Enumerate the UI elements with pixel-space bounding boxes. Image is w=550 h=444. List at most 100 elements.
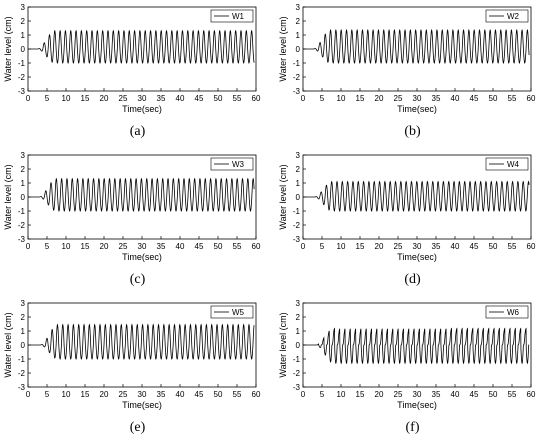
x-tick-label: 45 xyxy=(195,94,204,103)
x-tick-label: 60 xyxy=(527,242,536,251)
x-tick-label: 5 xyxy=(45,242,50,251)
series-line-W1 xyxy=(28,29,255,64)
x-tick-label: 25 xyxy=(394,242,403,251)
panel-caption: (a) xyxy=(129,124,146,139)
x-tick-label: 10 xyxy=(62,242,71,251)
y-tick-label: 2 xyxy=(21,17,26,26)
y-tick-label: 1 xyxy=(296,31,301,40)
x-tick-label: 60 xyxy=(252,94,261,103)
x-tick-label: 25 xyxy=(394,94,403,103)
y-tick-label: -1 xyxy=(293,355,301,364)
x-tick-label: 25 xyxy=(119,242,128,251)
x-tick-label: 0 xyxy=(301,94,306,103)
panel-caption: (d) xyxy=(404,272,421,287)
x-tick-label: 25 xyxy=(119,390,128,399)
panel-caption: (b) xyxy=(404,124,421,139)
x-tick-label: 55 xyxy=(508,94,517,103)
x-tick-label: 35 xyxy=(157,390,166,399)
legend-label: W5 xyxy=(232,308,245,317)
x-tick-label: 15 xyxy=(81,94,90,103)
x-axis-label: Time(sec) xyxy=(397,400,437,410)
x-tick-label: 0 xyxy=(301,242,306,251)
y-tick-label: -1 xyxy=(18,207,26,216)
x-tick-label: 60 xyxy=(527,390,536,399)
x-tick-label: 0 xyxy=(301,390,306,399)
x-tick-label: 5 xyxy=(45,94,50,103)
x-tick-label: 20 xyxy=(100,94,109,103)
y-tick-label: -2 xyxy=(293,369,301,378)
x-tick-label: 5 xyxy=(320,242,325,251)
x-tick-label: 20 xyxy=(375,390,384,399)
x-tick-label: 40 xyxy=(451,242,460,251)
x-tick-label: 15 xyxy=(356,94,365,103)
y-axis-label: Water level (cm) xyxy=(3,164,13,229)
y-tick-label: -1 xyxy=(18,355,26,364)
x-tick-label: 10 xyxy=(337,390,346,399)
y-tick-label: -2 xyxy=(18,73,26,82)
x-tick-label: 10 xyxy=(337,94,346,103)
panel-caption: (c) xyxy=(129,272,146,287)
y-tick-label: -2 xyxy=(18,221,26,230)
x-tick-label: 40 xyxy=(176,94,185,103)
x-tick-label: 45 xyxy=(470,390,479,399)
x-tick-label: 45 xyxy=(470,242,479,251)
panel-caption: (f) xyxy=(405,420,420,435)
y-tick-label: -3 xyxy=(18,235,26,244)
y-tick-label: 3 xyxy=(21,299,26,308)
x-axis-label: Time(sec) xyxy=(122,252,162,262)
series-line-W4 xyxy=(303,180,530,212)
chart-panel-6: 0 5 10 15 20 25 30 35 40 45 50 55 60 -3 -2 -1 0 1 2 3 Time(s… xyxy=(275,296,550,444)
x-axis-label: Time(sec) xyxy=(122,104,162,114)
x-tick-label: 20 xyxy=(375,94,384,103)
x-tick-label: 30 xyxy=(138,94,147,103)
y-tick-label: 3 xyxy=(296,299,301,308)
y-axis-label: Water level (cm) xyxy=(3,16,13,81)
x-tick-label: 60 xyxy=(252,390,261,399)
legend-label: W1 xyxy=(232,12,245,21)
chart-panel-3: 0 5 10 15 20 25 30 35 40 45 50 55 60 -3 -2 -1 0 1 2 3 Time(s… xyxy=(0,148,275,296)
x-tick-label: 55 xyxy=(233,390,242,399)
x-tick-label: 30 xyxy=(138,242,147,251)
x-tick-label: 35 xyxy=(157,242,166,251)
y-tick-label: 1 xyxy=(21,31,26,40)
y-tick-label: -2 xyxy=(293,73,301,82)
x-tick-label: 35 xyxy=(432,390,441,399)
y-tick-label: -1 xyxy=(18,59,26,68)
x-tick-label: 5 xyxy=(320,94,325,103)
x-axis-label: Time(sec) xyxy=(122,400,162,410)
y-tick-label: 2 xyxy=(296,17,301,26)
x-tick-label: 30 xyxy=(413,242,422,251)
x-tick-label: 25 xyxy=(394,390,403,399)
x-tick-label: 45 xyxy=(195,390,204,399)
y-tick-label: -3 xyxy=(18,383,26,392)
y-tick-label: -2 xyxy=(18,369,26,378)
chart-svg: 0 5 10 15 20 25 30 35 40 45 50 55 60 -3 -2 -1 0 1 2 3 Time(s… xyxy=(3,299,261,410)
legend-box xyxy=(210,305,254,319)
chart-svg: 0 5 10 15 20 25 30 35 40 45 50 55 60 -3 -2 -1 0 1 2 3 Time(s… xyxy=(3,3,261,114)
y-tick-label: 0 xyxy=(21,45,26,54)
y-tick-label: 2 xyxy=(21,313,26,322)
chart-svg: 0 5 10 15 20 25 30 35 40 45 50 55 60 -3 -2 -1 0 1 2 3 Time(s… xyxy=(278,299,536,410)
series-line-W5 xyxy=(28,323,255,360)
x-tick-label: 10 xyxy=(62,94,71,103)
x-tick-label: 60 xyxy=(527,94,536,103)
x-tick-label: 55 xyxy=(508,242,517,251)
y-tick-label: 1 xyxy=(296,179,301,188)
x-tick-label: 45 xyxy=(195,242,204,251)
y-tick-label: -3 xyxy=(18,87,26,96)
chart-svg: 0 5 10 15 20 25 30 35 40 45 50 55 60 -3 -2 -1 0 1 2 3 Time(s… xyxy=(3,151,261,262)
x-tick-label: 0 xyxy=(26,242,31,251)
y-tick-label: 2 xyxy=(296,165,301,174)
x-tick-label: 15 xyxy=(356,242,365,251)
series-line-W3 xyxy=(28,177,255,212)
y-axis-label: Water level (cm) xyxy=(278,312,288,377)
legend-label: W2 xyxy=(507,12,520,21)
legend-label: W6 xyxy=(507,308,520,317)
y-axis-label: Water level (cm) xyxy=(278,164,288,229)
x-tick-label: 15 xyxy=(356,390,365,399)
legend-label: W3 xyxy=(232,160,245,169)
y-tick-label: 1 xyxy=(296,327,301,336)
y-tick-label: 0 xyxy=(21,341,26,350)
x-tick-label: 5 xyxy=(45,390,50,399)
y-tick-label: -3 xyxy=(293,383,301,392)
